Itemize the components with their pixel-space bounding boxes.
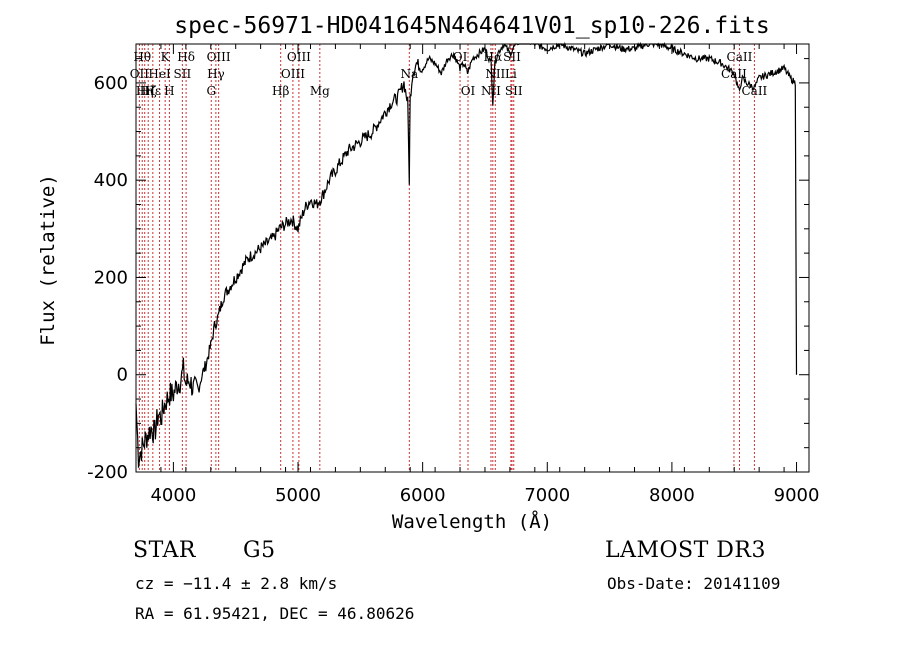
marker-label: OIII: [281, 67, 305, 81]
marker-label: Hζ: [140, 84, 157, 98]
plot-frame: [135, 43, 810, 473]
x-tick-label: 7000: [524, 485, 570, 506]
x-tick-label: 6000: [400, 485, 446, 506]
x-tick-label: 5000: [275, 485, 321, 506]
y-tick-label: 200: [94, 267, 128, 288]
marker-label: CaII: [727, 50, 753, 64]
marker-label: Mg: [310, 84, 330, 98]
y-tick-label: 0: [117, 365, 128, 386]
spectral-subclass: G5: [243, 538, 276, 563]
marker-label: K: [161, 50, 171, 64]
x-tick-label: 4000: [150, 485, 196, 506]
marker-label: G: [206, 84, 216, 98]
marker-label: Li: [505, 67, 517, 81]
x-axis-label: Wavelength (Å): [392, 510, 552, 533]
marker-label: Hβ: [272, 84, 289, 98]
coordinates: RA = 61.95421, DEC = 46.80626: [135, 604, 415, 623]
y-tick-label: -200: [87, 462, 128, 483]
spectrum-line: [135, 41, 798, 468]
marker-label: Hδ: [177, 50, 195, 64]
x-tick-label: 9000: [774, 485, 820, 506]
y-tick-label: 600: [94, 73, 128, 94]
marker-label: SII: [174, 67, 192, 81]
y-axis: -200 0 200 400 600: [87, 58, 809, 483]
marker-label: OIII: [287, 50, 311, 64]
marker-label: HeI: [148, 67, 171, 81]
marker-label: OIII: [207, 50, 231, 64]
marker-label: Hε: [144, 84, 161, 98]
marker-label: OII: [130, 67, 150, 81]
cz-value: cz = −11.4 ± 2.8 km/s: [135, 574, 338, 593]
object-type: STAR: [133, 538, 196, 563]
marker-label: Hθ: [133, 50, 151, 64]
survey-name: LAMOST DR3: [605, 538, 766, 563]
marker-label: SII: [503, 50, 521, 64]
x-axis: 4000 5000 6000 7000 8000 9000: [135, 44, 820, 506]
line-marker-labels: HθOIIHηHζHεHeIKHSIIHδGHγOIIIHβOIIIOIIIMg…: [130, 50, 768, 98]
y-tick-label: 400: [94, 170, 128, 191]
marker-label: Hη: [136, 84, 154, 98]
line-markers: [138, 44, 755, 472]
marker-label: SII: [505, 84, 523, 98]
marker-label: Na: [400, 67, 418, 81]
marker-label: CaII: [741, 84, 767, 98]
chart-title: spec-56971-HD041645N464641V01_sp10-226.f…: [174, 13, 769, 39]
y-axis-label: Flux (relative): [37, 174, 59, 346]
x-tick-label: 8000: [649, 485, 695, 506]
marker-label: NII: [481, 84, 501, 98]
marker-label: NII: [485, 67, 505, 81]
marker-label: OI: [461, 84, 476, 98]
marker-label: H: [164, 84, 174, 98]
obs-date: Obs-Date: 20141109: [607, 574, 781, 593]
marker-label: Hγ: [207, 67, 225, 81]
